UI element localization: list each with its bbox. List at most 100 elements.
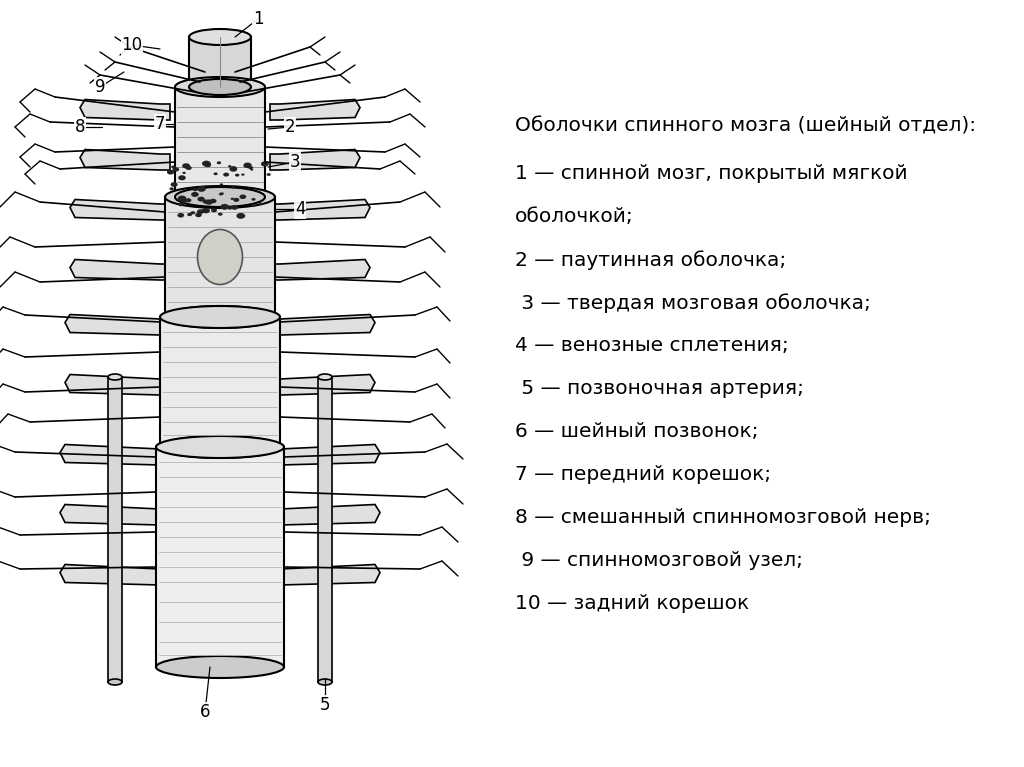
Ellipse shape — [189, 79, 251, 95]
Polygon shape — [60, 565, 170, 585]
Polygon shape — [156, 447, 284, 667]
Text: оболочкой;: оболочкой; — [515, 207, 634, 226]
Ellipse shape — [219, 193, 223, 196]
Text: 9: 9 — [95, 78, 105, 96]
Text: 7 — передний корешок;: 7 — передний корешок; — [515, 466, 771, 484]
Polygon shape — [270, 199, 370, 220]
Text: 2 — паутинная оболочка;: 2 — паутинная оболочка; — [515, 250, 786, 270]
Ellipse shape — [220, 183, 223, 186]
Polygon shape — [270, 505, 380, 525]
Ellipse shape — [221, 193, 224, 195]
Text: 5 — позвоночная артерия;: 5 — позвоночная артерия; — [515, 380, 804, 398]
Ellipse shape — [182, 163, 190, 169]
Ellipse shape — [181, 199, 186, 202]
Ellipse shape — [231, 205, 239, 210]
Ellipse shape — [197, 209, 204, 214]
Polygon shape — [65, 374, 170, 395]
Ellipse shape — [198, 196, 205, 202]
Text: 2: 2 — [285, 118, 295, 136]
Ellipse shape — [170, 187, 174, 190]
Ellipse shape — [240, 195, 246, 199]
Ellipse shape — [228, 165, 231, 167]
Polygon shape — [318, 377, 332, 682]
Text: 8: 8 — [75, 118, 85, 136]
Ellipse shape — [231, 186, 236, 189]
Ellipse shape — [199, 186, 206, 191]
Ellipse shape — [207, 164, 211, 166]
Ellipse shape — [177, 213, 184, 218]
Ellipse shape — [108, 374, 122, 380]
Ellipse shape — [229, 166, 238, 172]
Polygon shape — [270, 445, 380, 465]
Ellipse shape — [178, 202, 183, 206]
Polygon shape — [70, 259, 170, 280]
Polygon shape — [189, 37, 251, 87]
Text: 4 — венозные сплетения;: 4 — венозные сплетения; — [515, 336, 788, 355]
Ellipse shape — [259, 202, 263, 205]
Text: 3: 3 — [290, 153, 300, 171]
Text: 9 — спинномозговой узел;: 9 — спинномозговой узел; — [515, 551, 803, 571]
Ellipse shape — [177, 196, 186, 201]
Polygon shape — [70, 199, 170, 220]
Ellipse shape — [204, 163, 211, 167]
Ellipse shape — [187, 213, 193, 216]
Ellipse shape — [167, 170, 174, 175]
Ellipse shape — [251, 204, 255, 206]
Ellipse shape — [242, 173, 245, 176]
Text: 10 — задний корешок: 10 — задний корешок — [515, 594, 750, 614]
Text: Оболочки спинного мозга (шейный отдел):: Оболочки спинного мозга (шейный отдел): — [515, 117, 976, 136]
Ellipse shape — [210, 199, 216, 203]
Ellipse shape — [261, 161, 269, 166]
Text: 6: 6 — [200, 703, 210, 721]
Ellipse shape — [220, 204, 229, 209]
Ellipse shape — [160, 436, 280, 458]
Ellipse shape — [318, 679, 332, 685]
Ellipse shape — [160, 306, 280, 328]
Polygon shape — [80, 150, 170, 170]
Ellipse shape — [198, 186, 206, 192]
Ellipse shape — [223, 173, 229, 176]
Polygon shape — [270, 150, 360, 170]
Ellipse shape — [229, 206, 232, 209]
Ellipse shape — [244, 163, 252, 168]
Ellipse shape — [234, 173, 240, 176]
Text: 6 — шейный позвонок;: 6 — шейный позвонок; — [515, 423, 759, 441]
Text: 5: 5 — [319, 696, 331, 714]
Ellipse shape — [171, 166, 176, 169]
Ellipse shape — [228, 207, 231, 209]
Ellipse shape — [318, 374, 332, 380]
Ellipse shape — [175, 187, 265, 207]
Ellipse shape — [165, 186, 275, 208]
Ellipse shape — [202, 160, 211, 166]
Ellipse shape — [203, 199, 209, 203]
Text: 10: 10 — [122, 36, 142, 54]
Ellipse shape — [205, 199, 213, 205]
Ellipse shape — [191, 192, 199, 197]
Ellipse shape — [248, 166, 253, 170]
Text: 4: 4 — [295, 200, 305, 218]
Polygon shape — [270, 374, 375, 395]
Ellipse shape — [189, 29, 251, 45]
Polygon shape — [160, 317, 280, 447]
Text: 7: 7 — [155, 115, 165, 133]
Text: 1: 1 — [253, 10, 263, 28]
Ellipse shape — [156, 656, 284, 678]
Ellipse shape — [230, 166, 237, 170]
Polygon shape — [65, 314, 170, 335]
Ellipse shape — [217, 161, 221, 164]
Polygon shape — [60, 505, 170, 525]
Polygon shape — [108, 377, 122, 682]
Ellipse shape — [230, 198, 234, 200]
Ellipse shape — [250, 169, 253, 171]
Ellipse shape — [172, 167, 179, 172]
Ellipse shape — [252, 198, 256, 201]
Ellipse shape — [185, 166, 191, 170]
Ellipse shape — [175, 77, 265, 97]
Ellipse shape — [182, 172, 185, 174]
Polygon shape — [270, 259, 370, 280]
Polygon shape — [80, 100, 170, 120]
Ellipse shape — [190, 211, 196, 214]
Ellipse shape — [202, 208, 210, 213]
Ellipse shape — [214, 173, 218, 175]
Ellipse shape — [185, 198, 191, 202]
